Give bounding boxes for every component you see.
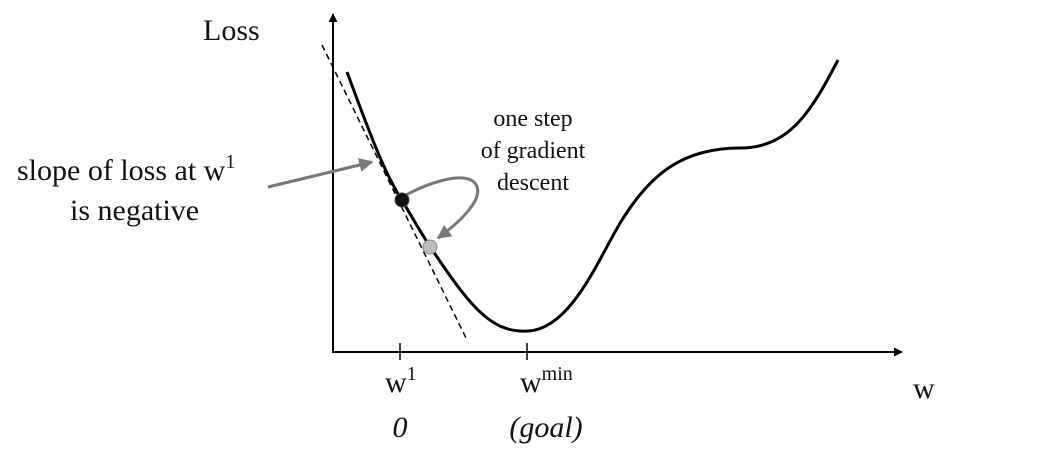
- step-annotation-line2: of gradient: [481, 138, 586, 164]
- loss-curve: [345, 59, 840, 333]
- x-axis-label: w: [913, 372, 935, 405]
- tick-label-wmin-sup: min: [542, 363, 573, 385]
- tick-label-wmin-base: w: [520, 366, 542, 399]
- step-annotation-line1: one step: [493, 106, 572, 132]
- tangent-line: [321, 44, 468, 341]
- step-arrow: [403, 176, 480, 240]
- slope-annotation-line1: slope of loss at w1: [17, 151, 235, 187]
- tick-label-w1-sup: 1: [407, 363, 417, 385]
- tick-value-w1: 0: [393, 411, 408, 444]
- slope-annotation-line2: is negative: [70, 194, 199, 227]
- slope-pointer-arrow: [267, 158, 374, 189]
- slope-annotation-main: slope of loss at w: [17, 154, 226, 187]
- tick-value-wmin: (goal): [509, 411, 582, 444]
- step-annotation-line3: descent: [497, 170, 569, 196]
- tick-label-w1: w1: [385, 363, 417, 399]
- tick-label-w1-base: w: [385, 366, 407, 399]
- slope-annotation-sup: 1: [225, 151, 235, 173]
- tick-label-wmin: wmin: [520, 363, 573, 399]
- y-axis-label: Loss: [203, 14, 260, 47]
- next-point: [422, 239, 438, 255]
- start-point: [394, 192, 410, 208]
